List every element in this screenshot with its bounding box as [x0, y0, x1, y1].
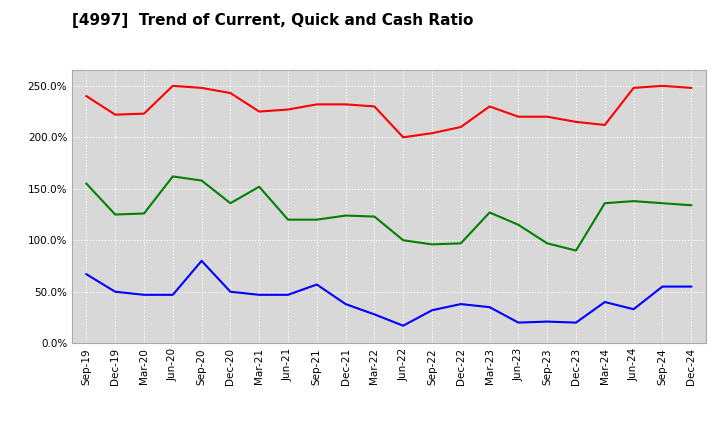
Current Ratio — [658, 83, 667, 88]
Quick Ratio — [399, 238, 408, 243]
Cash Ratio — [456, 301, 465, 307]
Quick Ratio — [629, 198, 638, 204]
Cash Ratio — [197, 258, 206, 264]
Quick Ratio — [226, 201, 235, 206]
Current Ratio — [572, 119, 580, 125]
Current Ratio — [485, 104, 494, 109]
Cash Ratio — [226, 289, 235, 294]
Cash Ratio — [514, 320, 523, 325]
Quick Ratio — [600, 201, 609, 206]
Cash Ratio — [629, 307, 638, 312]
Text: [4997]  Trend of Current, Quick and Cash Ratio: [4997] Trend of Current, Quick and Cash … — [72, 13, 473, 28]
Quick Ratio — [687, 202, 696, 208]
Cash Ratio — [370, 312, 379, 317]
Quick Ratio — [456, 241, 465, 246]
Quick Ratio — [572, 248, 580, 253]
Quick Ratio — [370, 214, 379, 219]
Current Ratio — [514, 114, 523, 119]
Current Ratio — [543, 114, 552, 119]
Line: Current Ratio: Current Ratio — [86, 86, 691, 137]
Cash Ratio — [140, 292, 148, 297]
Cash Ratio — [572, 320, 580, 325]
Cash Ratio — [600, 299, 609, 304]
Quick Ratio — [341, 213, 350, 218]
Current Ratio — [687, 85, 696, 91]
Current Ratio — [341, 102, 350, 107]
Line: Cash Ratio: Cash Ratio — [86, 261, 691, 326]
Quick Ratio — [428, 242, 436, 247]
Current Ratio — [284, 107, 292, 112]
Current Ratio — [197, 85, 206, 91]
Cash Ratio — [543, 319, 552, 324]
Line: Quick Ratio: Quick Ratio — [86, 176, 691, 250]
Current Ratio — [255, 109, 264, 114]
Quick Ratio — [255, 184, 264, 189]
Current Ratio — [370, 104, 379, 109]
Cash Ratio — [255, 292, 264, 297]
Cash Ratio — [82, 271, 91, 277]
Quick Ratio — [197, 178, 206, 183]
Cash Ratio — [428, 308, 436, 313]
Current Ratio — [399, 135, 408, 140]
Current Ratio — [140, 111, 148, 116]
Quick Ratio — [111, 212, 120, 217]
Quick Ratio — [514, 222, 523, 227]
Cash Ratio — [284, 292, 292, 297]
Quick Ratio — [312, 217, 321, 222]
Quick Ratio — [140, 211, 148, 216]
Cash Ratio — [687, 284, 696, 289]
Current Ratio — [111, 112, 120, 117]
Current Ratio — [629, 85, 638, 91]
Current Ratio — [312, 102, 321, 107]
Current Ratio — [456, 125, 465, 130]
Cash Ratio — [111, 289, 120, 294]
Quick Ratio — [485, 210, 494, 215]
Cash Ratio — [485, 304, 494, 310]
Quick Ratio — [658, 201, 667, 206]
Current Ratio — [168, 83, 177, 88]
Current Ratio — [226, 90, 235, 95]
Current Ratio — [600, 122, 609, 128]
Quick Ratio — [82, 181, 91, 186]
Cash Ratio — [658, 284, 667, 289]
Cash Ratio — [341, 301, 350, 307]
Quick Ratio — [543, 241, 552, 246]
Quick Ratio — [168, 174, 177, 179]
Quick Ratio — [284, 217, 292, 222]
Current Ratio — [82, 93, 91, 99]
Cash Ratio — [399, 323, 408, 328]
Current Ratio — [428, 131, 436, 136]
Cash Ratio — [312, 282, 321, 287]
Cash Ratio — [168, 292, 177, 297]
